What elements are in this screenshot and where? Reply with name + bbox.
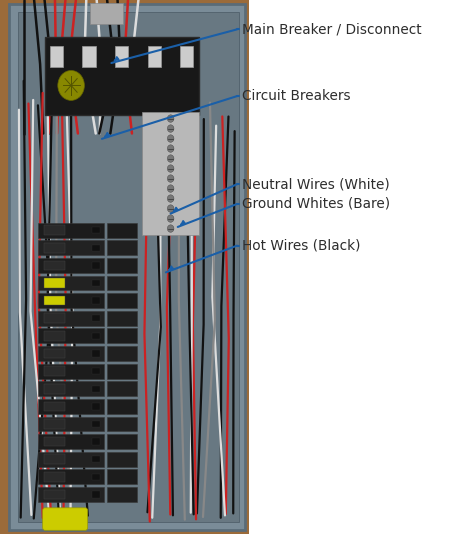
Bar bbox=[92, 421, 100, 427]
Circle shape bbox=[167, 215, 174, 222]
Bar bbox=[92, 227, 100, 233]
Bar bbox=[44, 225, 65, 235]
Bar bbox=[92, 456, 100, 462]
Bar bbox=[38, 417, 104, 431]
Bar bbox=[44, 472, 65, 482]
Circle shape bbox=[167, 115, 174, 122]
Bar bbox=[38, 328, 104, 343]
Bar bbox=[107, 487, 137, 502]
Bar bbox=[107, 434, 137, 449]
Bar bbox=[38, 434, 104, 449]
Bar bbox=[92, 474, 100, 480]
Bar bbox=[92, 491, 100, 498]
Bar bbox=[107, 276, 137, 290]
Circle shape bbox=[167, 125, 174, 132]
Bar bbox=[38, 223, 104, 238]
Bar bbox=[44, 419, 65, 429]
Bar bbox=[44, 296, 65, 305]
Bar bbox=[44, 454, 65, 464]
Text: Neutral Wires (White): Neutral Wires (White) bbox=[242, 177, 390, 191]
Bar bbox=[44, 261, 65, 270]
Text: Circuit Breakers: Circuit Breakers bbox=[242, 89, 350, 103]
Bar bbox=[38, 452, 104, 467]
Bar bbox=[44, 384, 65, 394]
Bar bbox=[107, 258, 137, 273]
Bar bbox=[38, 469, 104, 484]
Bar bbox=[0, 0, 249, 534]
Circle shape bbox=[167, 155, 174, 162]
Bar bbox=[107, 452, 137, 467]
Bar bbox=[92, 438, 100, 445]
Bar bbox=[38, 258, 104, 273]
Bar bbox=[44, 278, 65, 288]
Bar bbox=[38, 276, 104, 290]
Circle shape bbox=[167, 145, 174, 152]
Bar bbox=[107, 328, 137, 343]
Bar bbox=[9, 4, 245, 530]
Bar bbox=[38, 381, 104, 396]
FancyBboxPatch shape bbox=[43, 508, 88, 530]
Bar bbox=[38, 399, 104, 414]
Bar bbox=[92, 297, 100, 304]
Bar bbox=[107, 417, 137, 431]
Bar bbox=[92, 315, 100, 321]
Bar bbox=[107, 381, 137, 396]
Bar bbox=[44, 366, 65, 376]
Bar bbox=[92, 403, 100, 410]
Circle shape bbox=[167, 165, 174, 172]
Circle shape bbox=[167, 135, 174, 142]
Bar bbox=[92, 245, 100, 251]
Bar bbox=[180, 46, 193, 67]
Text: Hot Wires (Black): Hot Wires (Black) bbox=[242, 239, 360, 253]
Bar bbox=[44, 437, 65, 446]
Bar bbox=[107, 364, 137, 379]
Bar bbox=[92, 280, 100, 286]
Circle shape bbox=[167, 225, 174, 232]
Bar bbox=[147, 46, 161, 67]
Bar bbox=[44, 243, 65, 253]
Bar bbox=[38, 293, 104, 308]
Bar bbox=[107, 311, 137, 326]
Bar bbox=[142, 112, 199, 235]
Bar bbox=[50, 46, 63, 67]
Bar bbox=[92, 333, 100, 339]
Bar bbox=[107, 399, 137, 414]
Text: Ground Whites (Bare): Ground Whites (Bare) bbox=[242, 197, 390, 211]
Bar bbox=[92, 368, 100, 374]
Bar bbox=[115, 46, 128, 67]
Bar bbox=[92, 262, 100, 269]
Circle shape bbox=[167, 185, 174, 192]
Bar bbox=[38, 487, 104, 502]
Circle shape bbox=[167, 175, 174, 182]
Circle shape bbox=[58, 70, 84, 100]
Bar bbox=[90, 3, 123, 24]
Bar bbox=[44, 402, 65, 411]
Bar bbox=[82, 46, 96, 67]
Bar bbox=[107, 346, 137, 361]
Bar bbox=[92, 350, 100, 357]
Bar bbox=[107, 240, 137, 255]
Bar bbox=[107, 293, 137, 308]
Bar bbox=[38, 364, 104, 379]
Bar bbox=[44, 490, 65, 499]
Circle shape bbox=[167, 195, 174, 202]
Bar bbox=[45, 37, 199, 115]
Bar bbox=[44, 331, 65, 341]
Bar bbox=[38, 346, 104, 361]
Circle shape bbox=[167, 205, 174, 213]
Bar bbox=[44, 313, 65, 323]
Bar bbox=[92, 386, 100, 392]
Bar bbox=[107, 223, 137, 238]
Bar bbox=[107, 469, 137, 484]
Bar bbox=[44, 349, 65, 358]
Bar bbox=[18, 12, 239, 522]
Bar bbox=[38, 240, 104, 255]
Text: Main Breaker / Disconnect: Main Breaker / Disconnect bbox=[242, 22, 421, 36]
Bar bbox=[38, 311, 104, 326]
